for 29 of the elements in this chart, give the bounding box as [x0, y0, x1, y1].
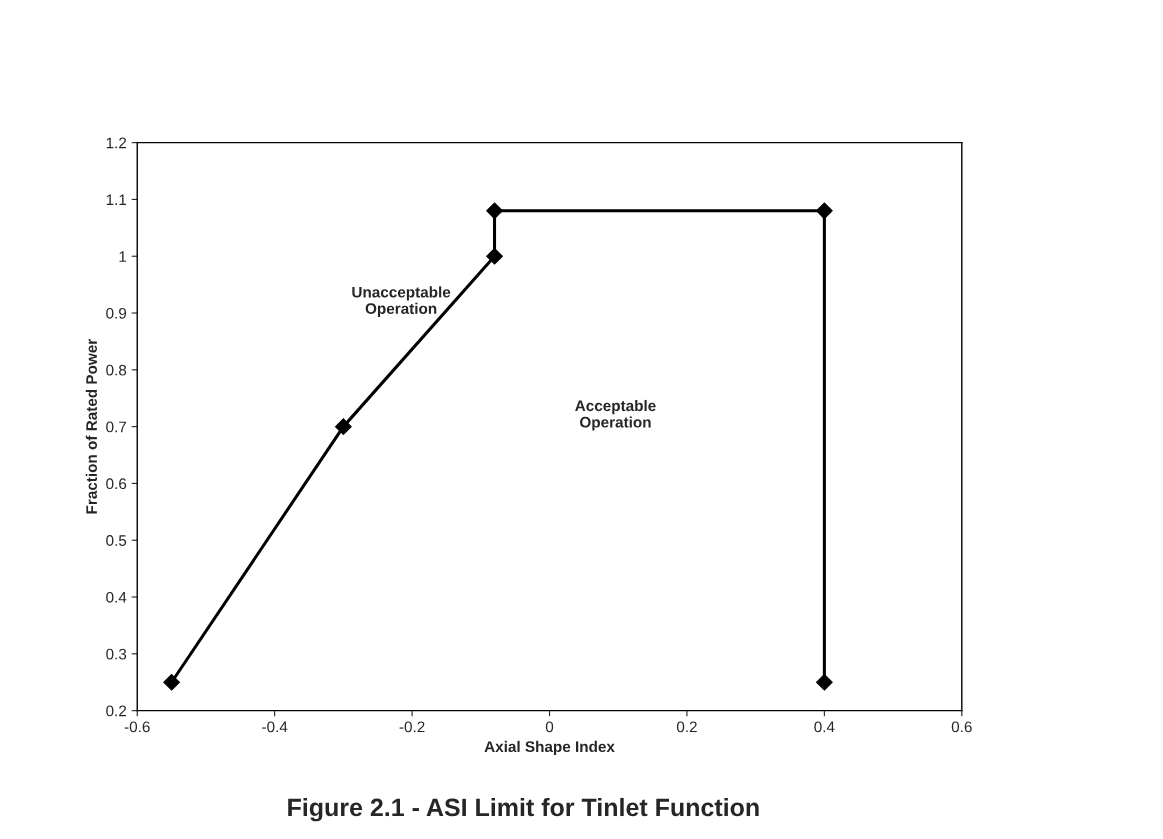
- x-tick-label: -0.2: [399, 721, 425, 733]
- point: [816, 673, 833, 691]
- y-tick-label: 1: [119, 251, 127, 262]
- point: [163, 673, 180, 691]
- x-axis-title: Axial Shape Index: [484, 740, 615, 756]
- y-tick-label: 1.1: [106, 194, 127, 205]
- point: [335, 418, 352, 436]
- y-tick-label: 0.4: [106, 591, 127, 603]
- text: Figure 2.1 - ASI Limit for Tinlet Function: [288, 797, 759, 822]
- x-tick-label: 0: [545, 721, 554, 733]
- y-tick-label: 0.6: [106, 478, 127, 490]
- x-tick-label: -0.4: [262, 721, 288, 733]
- y-axis-title: Fraction of Rated Power: [85, 339, 98, 514]
- x-tick-label: -0.6: [124, 721, 150, 733]
- annotation: Unacceptable Operation: [352, 286, 451, 318]
- y-tick-label: 0.9: [106, 307, 127, 319]
- x-tick-label: 0.4: [814, 721, 835, 733]
- y-tick-label: 0.8: [106, 364, 127, 376]
- point: [816, 202, 833, 220]
- y-tick-label: 1.2: [106, 137, 127, 149]
- y-tick-label: 0.3: [106, 648, 127, 660]
- y-tick-label: 0.7: [106, 421, 127, 433]
- point: [486, 247, 503, 265]
- annotation: Acceptable Operation: [575, 399, 656, 431]
- x-tick-label: 0.2: [676, 721, 697, 733]
- y-tick-label: 0.2: [106, 705, 127, 717]
- x-tick-label: 0.6: [951, 721, 972, 733]
- point: [486, 202, 503, 220]
- y-tick-label: 0.5: [106, 535, 127, 546]
